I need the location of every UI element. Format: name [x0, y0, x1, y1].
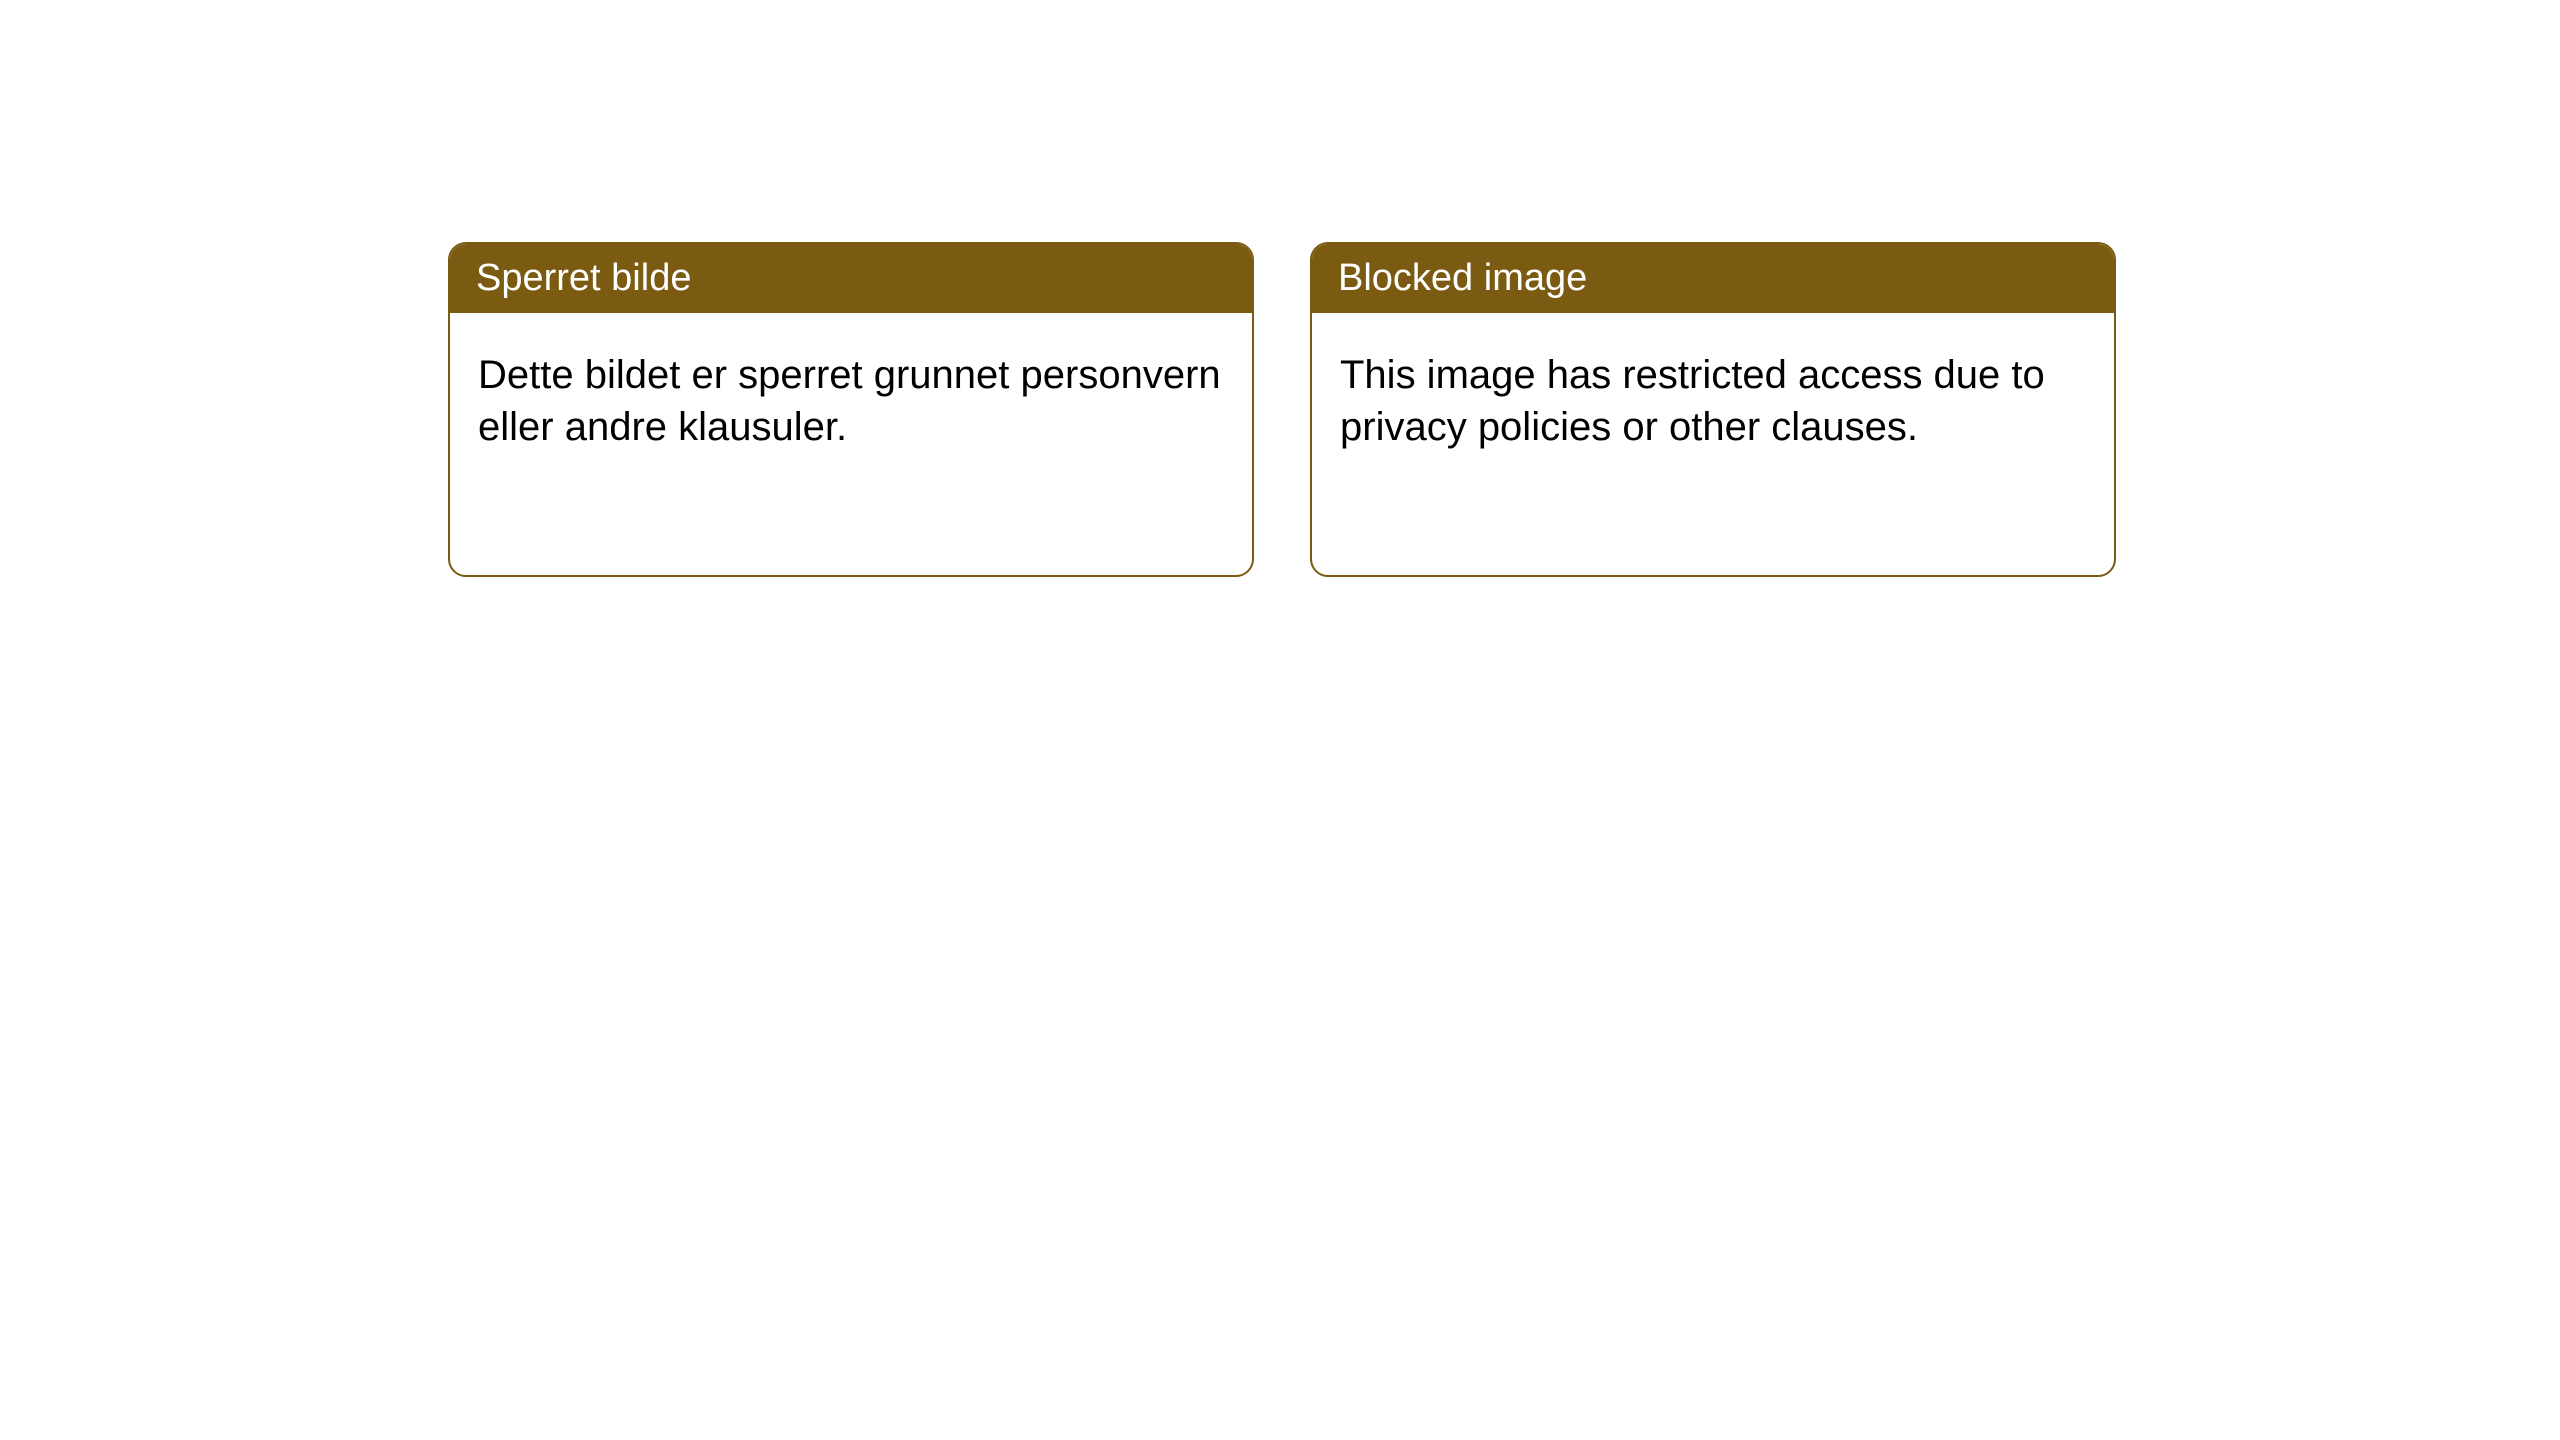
card-title: Blocked image	[1338, 257, 1587, 299]
card-body-norwegian: Dette bildet er sperret grunnet personve…	[450, 313, 1252, 489]
card-body-text: This image has restricted access due to …	[1340, 353, 2045, 449]
card-header-english: Blocked image	[1312, 244, 2114, 313]
notice-card-norwegian: Sperret bilde Dette bildet er sperret gr…	[448, 242, 1254, 577]
notice-cards-row: Sperret bilde Dette bildet er sperret gr…	[448, 242, 2116, 577]
card-body-text: Dette bildet er sperret grunnet personve…	[478, 353, 1221, 449]
card-title: Sperret bilde	[476, 257, 691, 299]
notice-card-english: Blocked image This image has restricted …	[1310, 242, 2116, 577]
card-body-english: This image has restricted access due to …	[1312, 313, 2114, 489]
card-header-norwegian: Sperret bilde	[450, 244, 1252, 313]
